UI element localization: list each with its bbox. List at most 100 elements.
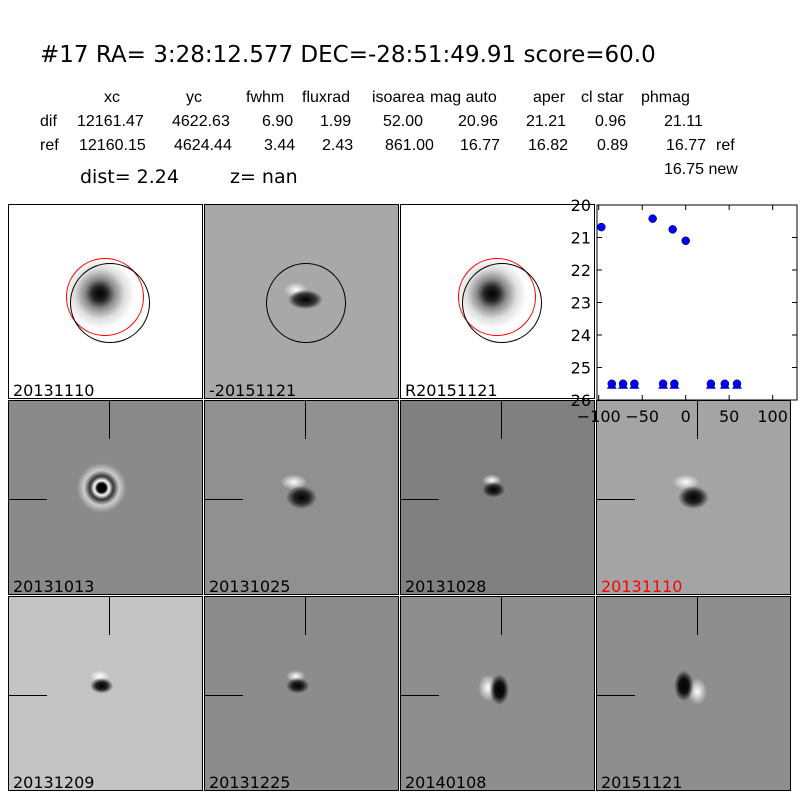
stamp-date-label: 20131025	[209, 577, 291, 595]
stamp-date-label: 20131225	[209, 773, 291, 791]
row-suffix: ref	[716, 137, 735, 154]
stamp-date-label: 20131110	[601, 577, 683, 595]
upper-limit-point	[720, 379, 730, 388]
image-stamp: 20131110	[596, 400, 791, 595]
black-aperture-circle	[462, 263, 542, 343]
image-stamp: R20151121	[400, 204, 595, 399]
table-cell: 12160.15	[79, 137, 146, 154]
column-header: yc	[186, 89, 202, 106]
table-cell: 21.11	[664, 113, 703, 130]
crosshair-line	[305, 401, 306, 439]
table-cell: 6.90	[262, 113, 294, 130]
column-header: aper	[533, 89, 566, 106]
image-stamp: -20151121	[204, 204, 399, 399]
crosshair-line	[697, 401, 698, 439]
crosshair-line	[401, 695, 439, 696]
light-curve-plot: −100 −50 0 50 100 20 21 22 23 24 25 26	[571, 196, 798, 425]
image-stamp: 20131225	[204, 596, 399, 791]
x-tick-label: 50	[719, 407, 739, 425]
image-stamp: 20131013	[8, 400, 203, 595]
table-cell: 52.00	[383, 113, 424, 130]
upper-limit-point	[658, 379, 668, 388]
black-aperture-circle	[70, 263, 150, 343]
crosshair-line	[597, 695, 635, 696]
detection-point	[668, 225, 677, 234]
x-tick-label: 100	[757, 407, 788, 425]
table-cell: 16.77	[666, 137, 707, 154]
crosshair-line	[9, 695, 47, 696]
upper-limit-point	[630, 379, 639, 388]
upper-limit-point	[618, 379, 628, 388]
table-cell: 1.99	[320, 113, 352, 130]
figure-title: #17 RA= 3:28:12.577 DEC=-28:51:49.91 sco…	[40, 42, 656, 68]
y-tick-label: 22	[571, 261, 591, 280]
image-stamp: 20131025	[204, 400, 399, 595]
image-stamp: 20131209	[8, 596, 203, 791]
table-cell: 12161.47	[77, 113, 144, 130]
x-tick-label: 0	[681, 407, 691, 425]
table-cell: 4622.63	[172, 113, 230, 130]
detection-point	[648, 214, 657, 223]
column-header: mag auto	[430, 89, 497, 106]
plot-frame	[596, 204, 798, 401]
dist-value: dist= 2.24	[80, 166, 179, 188]
detection-point	[681, 236, 690, 245]
y-tick-label: 23	[571, 294, 591, 313]
row-label: ref	[40, 137, 59, 154]
row-label: dif	[40, 113, 57, 130]
crosshair-line	[597, 499, 635, 500]
x-tick-label: −100	[577, 407, 621, 425]
y-tick-label: 25	[571, 359, 591, 378]
table-cell: 0.96	[595, 113, 627, 130]
crosshair-line	[109, 401, 110, 439]
new-mag: 16.75 new	[664, 161, 738, 178]
detection-point	[597, 222, 606, 232]
upper-limit-point	[706, 379, 716, 388]
column-header: phmag	[641, 89, 690, 106]
table-cell: 861.00	[385, 137, 434, 154]
z-value: z= nan	[230, 166, 298, 188]
column-header: fwhm	[246, 89, 285, 106]
crosshair-line	[305, 597, 306, 635]
upper-limit-point	[670, 379, 679, 388]
column-header: xc	[104, 89, 120, 106]
stamp-date-label: 20140108	[405, 773, 487, 791]
image-stamp: 20131028	[400, 400, 595, 595]
upper-limit-point	[732, 379, 742, 388]
table-cell: 3.44	[264, 137, 296, 154]
table-cell: 16.82	[528, 137, 569, 154]
y-tick-label: 21	[571, 229, 591, 248]
table-cell: 4624.44	[174, 137, 232, 154]
y-tick-label: 20	[571, 196, 591, 215]
table-cell: 21.21	[526, 113, 567, 130]
crosshair-line	[9, 499, 47, 500]
x-tick-label: −50	[625, 407, 659, 425]
column-header: fluxrad	[302, 89, 351, 106]
crosshair-line	[401, 499, 439, 500]
image-stamp: 20151121	[596, 596, 791, 791]
crosshair-line	[697, 597, 698, 635]
stamp-date-label: 20131110	[13, 381, 95, 399]
table-cell: 16.77	[460, 137, 501, 154]
stamp-date-label: 20151121	[601, 773, 683, 791]
table-cell: 2.43	[322, 137, 354, 154]
table-cell: 20.96	[458, 113, 499, 130]
upper-limit-point	[607, 379, 617, 388]
image-stamp: 20131110	[8, 204, 203, 399]
stamp-date-label: 20131028	[405, 577, 487, 595]
image-stamp: 20140108	[400, 596, 595, 791]
y-tick-label: 26	[571, 391, 591, 410]
black-aperture-circle	[266, 263, 346, 343]
column-header: isoarea	[372, 89, 425, 106]
crosshair-line	[501, 401, 502, 439]
stamp-date-label: 20131013	[13, 577, 95, 595]
crosshair-line	[205, 499, 243, 500]
stamp-date-label: -20151121	[209, 381, 297, 399]
table-cell: 0.89	[597, 137, 629, 154]
crosshair-line	[205, 695, 243, 696]
y-tick-label: 24	[571, 326, 591, 345]
crosshair-line	[501, 597, 502, 635]
column-header: cl star	[581, 89, 624, 106]
stamp-date-label: R20151121	[405, 381, 498, 399]
stamp-date-label: 20131209	[13, 773, 95, 791]
